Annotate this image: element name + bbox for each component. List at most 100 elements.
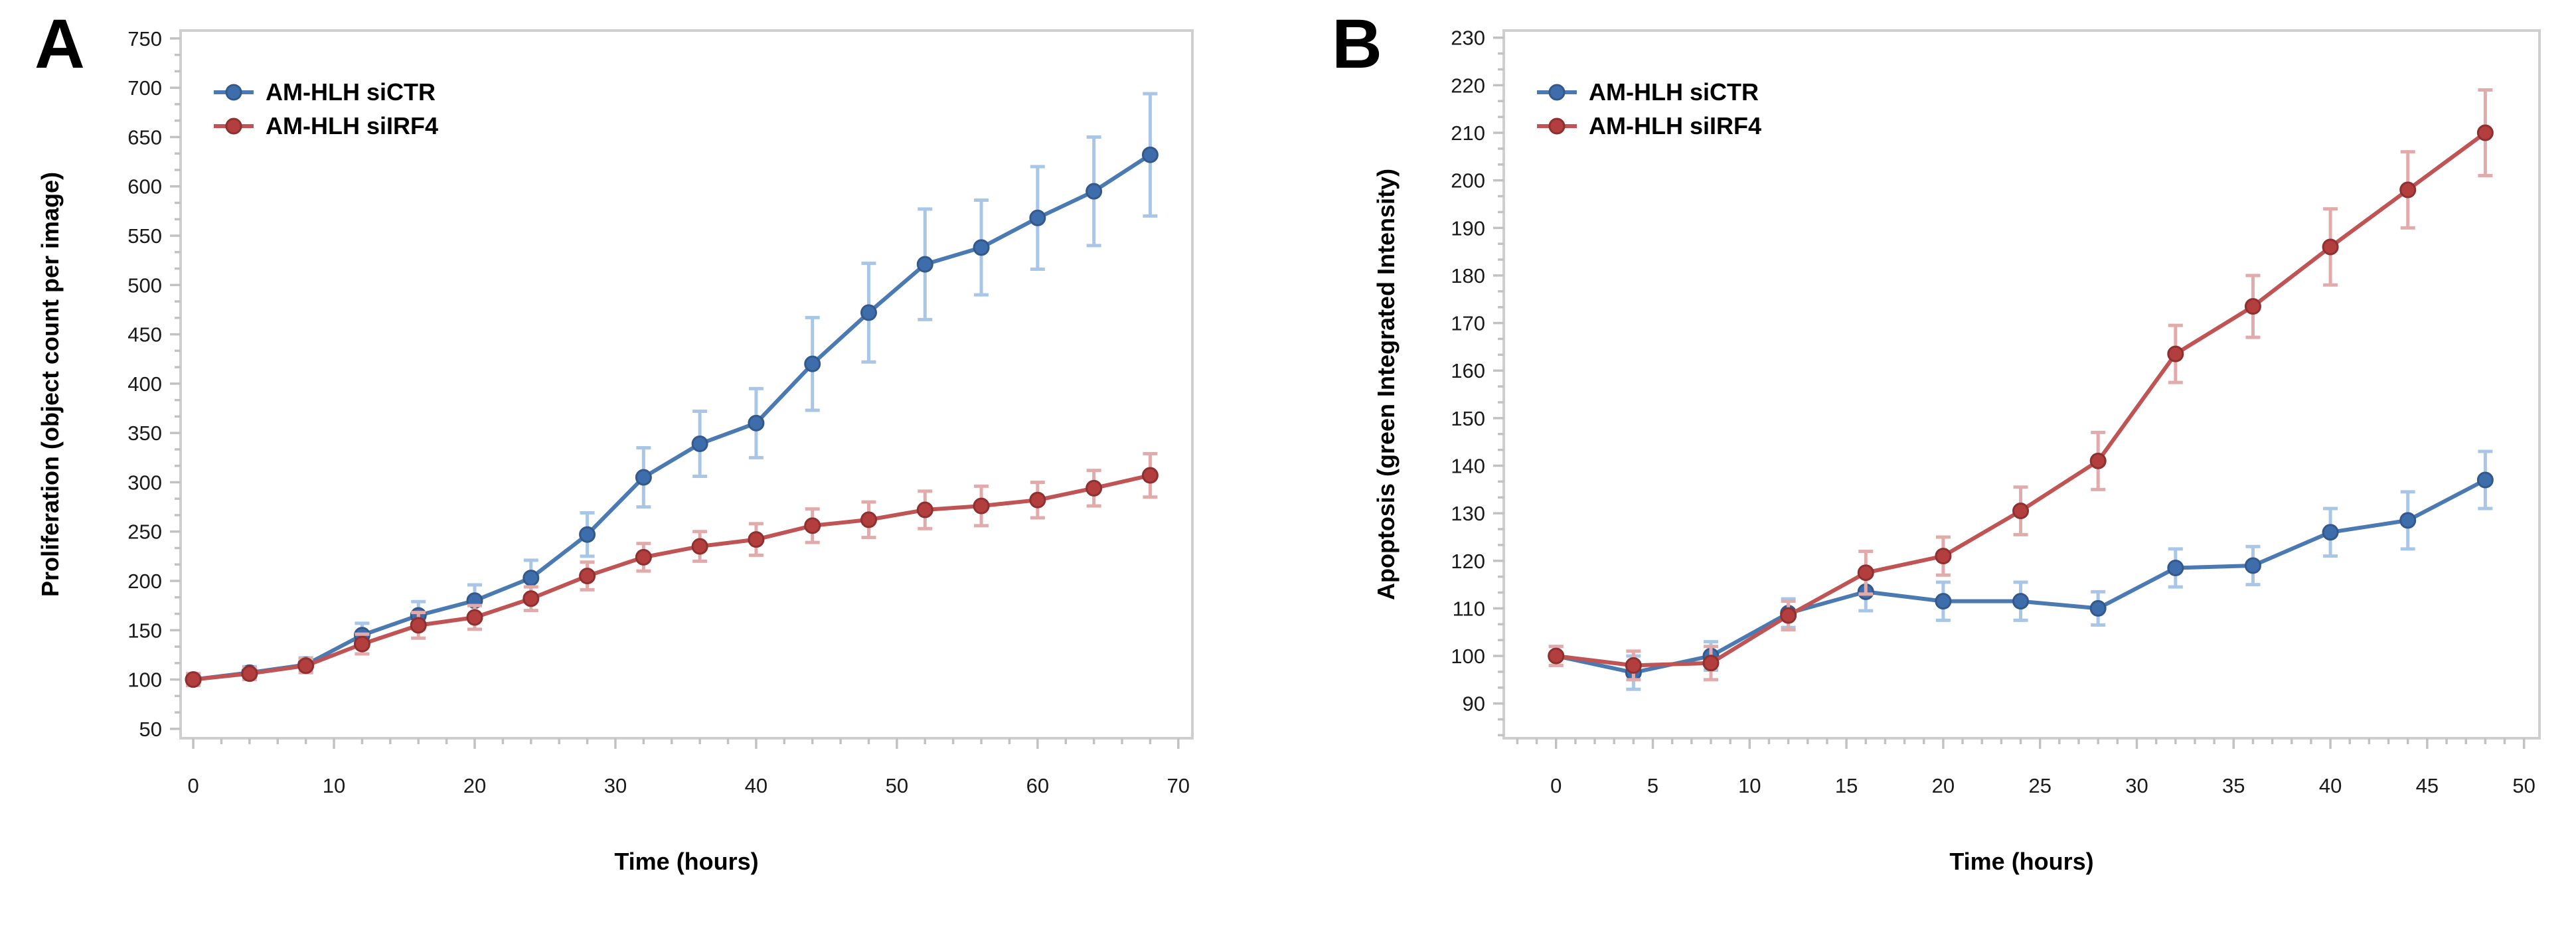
x-tick-label: 0 (1550, 774, 1562, 797)
y-tick-label: 700 (127, 76, 162, 100)
y-axis-labels: 50 100 150 200 250 300 350 400 450 500 550 600 650 70… (127, 27, 162, 741)
y-tick-label: 600 (127, 175, 162, 198)
x-tick-label: 25 (2028, 774, 2051, 797)
data-point-marker (2244, 298, 2261, 315)
markers (185, 467, 1159, 688)
y-tick-label: 200 (1451, 169, 1485, 193)
data-point-marker (1548, 647, 1565, 665)
x-axis-labels: 0 10 20 30 40 50 60 70 (187, 774, 1190, 797)
data-point-marker (748, 531, 765, 548)
data-point-marker (466, 609, 483, 626)
y-tick-label: 120 (1451, 550, 1485, 573)
data-point-marker (860, 511, 877, 528)
data-point-marker (973, 497, 990, 514)
x-axis-title: Time (hours) (614, 848, 758, 875)
data-point-marker (1029, 209, 1046, 226)
data-point-marker (804, 517, 821, 534)
data-point-marker (2322, 524, 2339, 541)
markers (185, 146, 1159, 688)
y-axis (1493, 36, 1504, 737)
y-tick-label: 400 (127, 372, 162, 396)
series-am-hlh-sictr (185, 92, 1159, 688)
y-tick-label: 200 (127, 570, 162, 593)
legend: AM-HLH siCTR AM-HLH siIRF4 (1537, 78, 1761, 139)
error-bars (186, 92, 1158, 686)
data-point-marker (523, 570, 540, 587)
data-point-marker (2322, 238, 2339, 256)
x-tick-label: 30 (604, 774, 627, 797)
y-tick-label: 350 (127, 422, 162, 445)
data-point-marker (2476, 471, 2494, 489)
legend-label: AM-HLH siCTR (266, 78, 436, 106)
y-tick-label: 150 (1451, 407, 1485, 430)
x-tick-label: 15 (1835, 774, 1858, 797)
panel-a: A 50 100 150 200 250 300 350 400 450 500 550 600 650… (35, 5, 1194, 875)
data-point-marker (1141, 467, 1159, 484)
proliferation-line-chart: 5010015020025030035040045050055060065070… (37, 27, 1194, 875)
data-point-marker (185, 671, 202, 688)
x-axis-title: Time (hours) (1949, 848, 2093, 875)
y-axis-title: Apoptosis (green Integrated Intensity) (1372, 169, 1400, 600)
y-tick-label: 130 (1451, 502, 1485, 525)
x-axis (192, 738, 1180, 749)
x-tick-label: 30 (2125, 774, 2148, 797)
y-tick-label: 300 (127, 471, 162, 494)
legend-item-am-hlh-siirf4: AM-HLH siIRF4 (214, 112, 438, 139)
y-axis-labels: 90 100 110 120 130 140 150 160 170 180 190 200 210 22… (1451, 27, 1485, 716)
data-point-marker (1029, 491, 1046, 509)
legend-label: AM-HLH siIRF4 (266, 112, 438, 139)
data-point-marker (1857, 564, 1874, 582)
data-point-marker (353, 635, 370, 653)
legend-marker-icon (1548, 118, 1566, 135)
data-point-marker (860, 304, 877, 321)
data-point-marker (635, 548, 652, 566)
data-point-marker (297, 657, 315, 674)
x-axis (1516, 738, 2526, 749)
x-tick-label: 40 (2319, 774, 2342, 797)
panel-b-letter: B (1332, 5, 1382, 83)
data-point-marker (1625, 657, 1642, 674)
y-tick-label: 180 (1451, 264, 1485, 287)
x-tick-label: 70 (1167, 774, 1190, 797)
x-tick-label: 0 (187, 774, 199, 797)
data-point-marker (1780, 607, 1797, 624)
data-point-marker (635, 469, 652, 486)
x-tick-label: 60 (1026, 774, 1049, 797)
data-point-marker (1935, 548, 1952, 565)
series-line (193, 153, 1152, 682)
series-line (193, 473, 1151, 682)
series-am-hlh-siirf4 (1548, 88, 2494, 682)
y-tick-label: 90 (1463, 692, 1485, 716)
panel-a-letter: A (35, 5, 85, 83)
y-tick-label: 220 (1451, 74, 1485, 97)
data-point-marker (2012, 593, 2030, 610)
x-tick-label: 20 (1932, 774, 1955, 797)
apoptosis-line-chart: 9010011012013014015016017018019020021022… (1372, 27, 2541, 875)
data-point-marker (241, 665, 258, 682)
y-axis (170, 37, 181, 730)
y-tick-label: 750 (127, 27, 162, 50)
x-axis-labels: 0 5 10 15 20 25 30 35 40 45 50 (1550, 774, 2536, 797)
panel-b: B 90 100 110 120 130 140 150 160 170 180 190 200 210… (1288, 0, 2576, 948)
legend-item-am-hlh-sictr: AM-HLH siCTR (1537, 78, 1759, 106)
series-am-hlh-siirf4 (185, 451, 1159, 688)
y-tick-label: 250 (127, 520, 162, 544)
legend-label: AM-HLH siIRF4 (1589, 112, 1761, 139)
x-tick-label: 40 (745, 774, 767, 797)
data-point-marker (410, 617, 427, 634)
y-tick-label: 650 (127, 125, 162, 149)
x-tick-label: 35 (2222, 774, 2245, 797)
y-tick-label: 160 (1451, 359, 1485, 382)
data-point-marker (579, 526, 596, 543)
y-axis-title: Proliferation (object count per image) (37, 172, 64, 597)
data-point-marker (1141, 146, 1159, 163)
x-tick-label: 20 (463, 774, 486, 797)
data-point-marker (2244, 557, 2261, 574)
data-point-marker (2089, 599, 2107, 617)
data-point-marker (1702, 655, 1720, 672)
y-tick-label: 50 (139, 718, 162, 741)
y-tick-label: 230 (1451, 27, 1485, 50)
data-point-marker (916, 501, 933, 518)
data-point-marker (1086, 183, 1103, 200)
